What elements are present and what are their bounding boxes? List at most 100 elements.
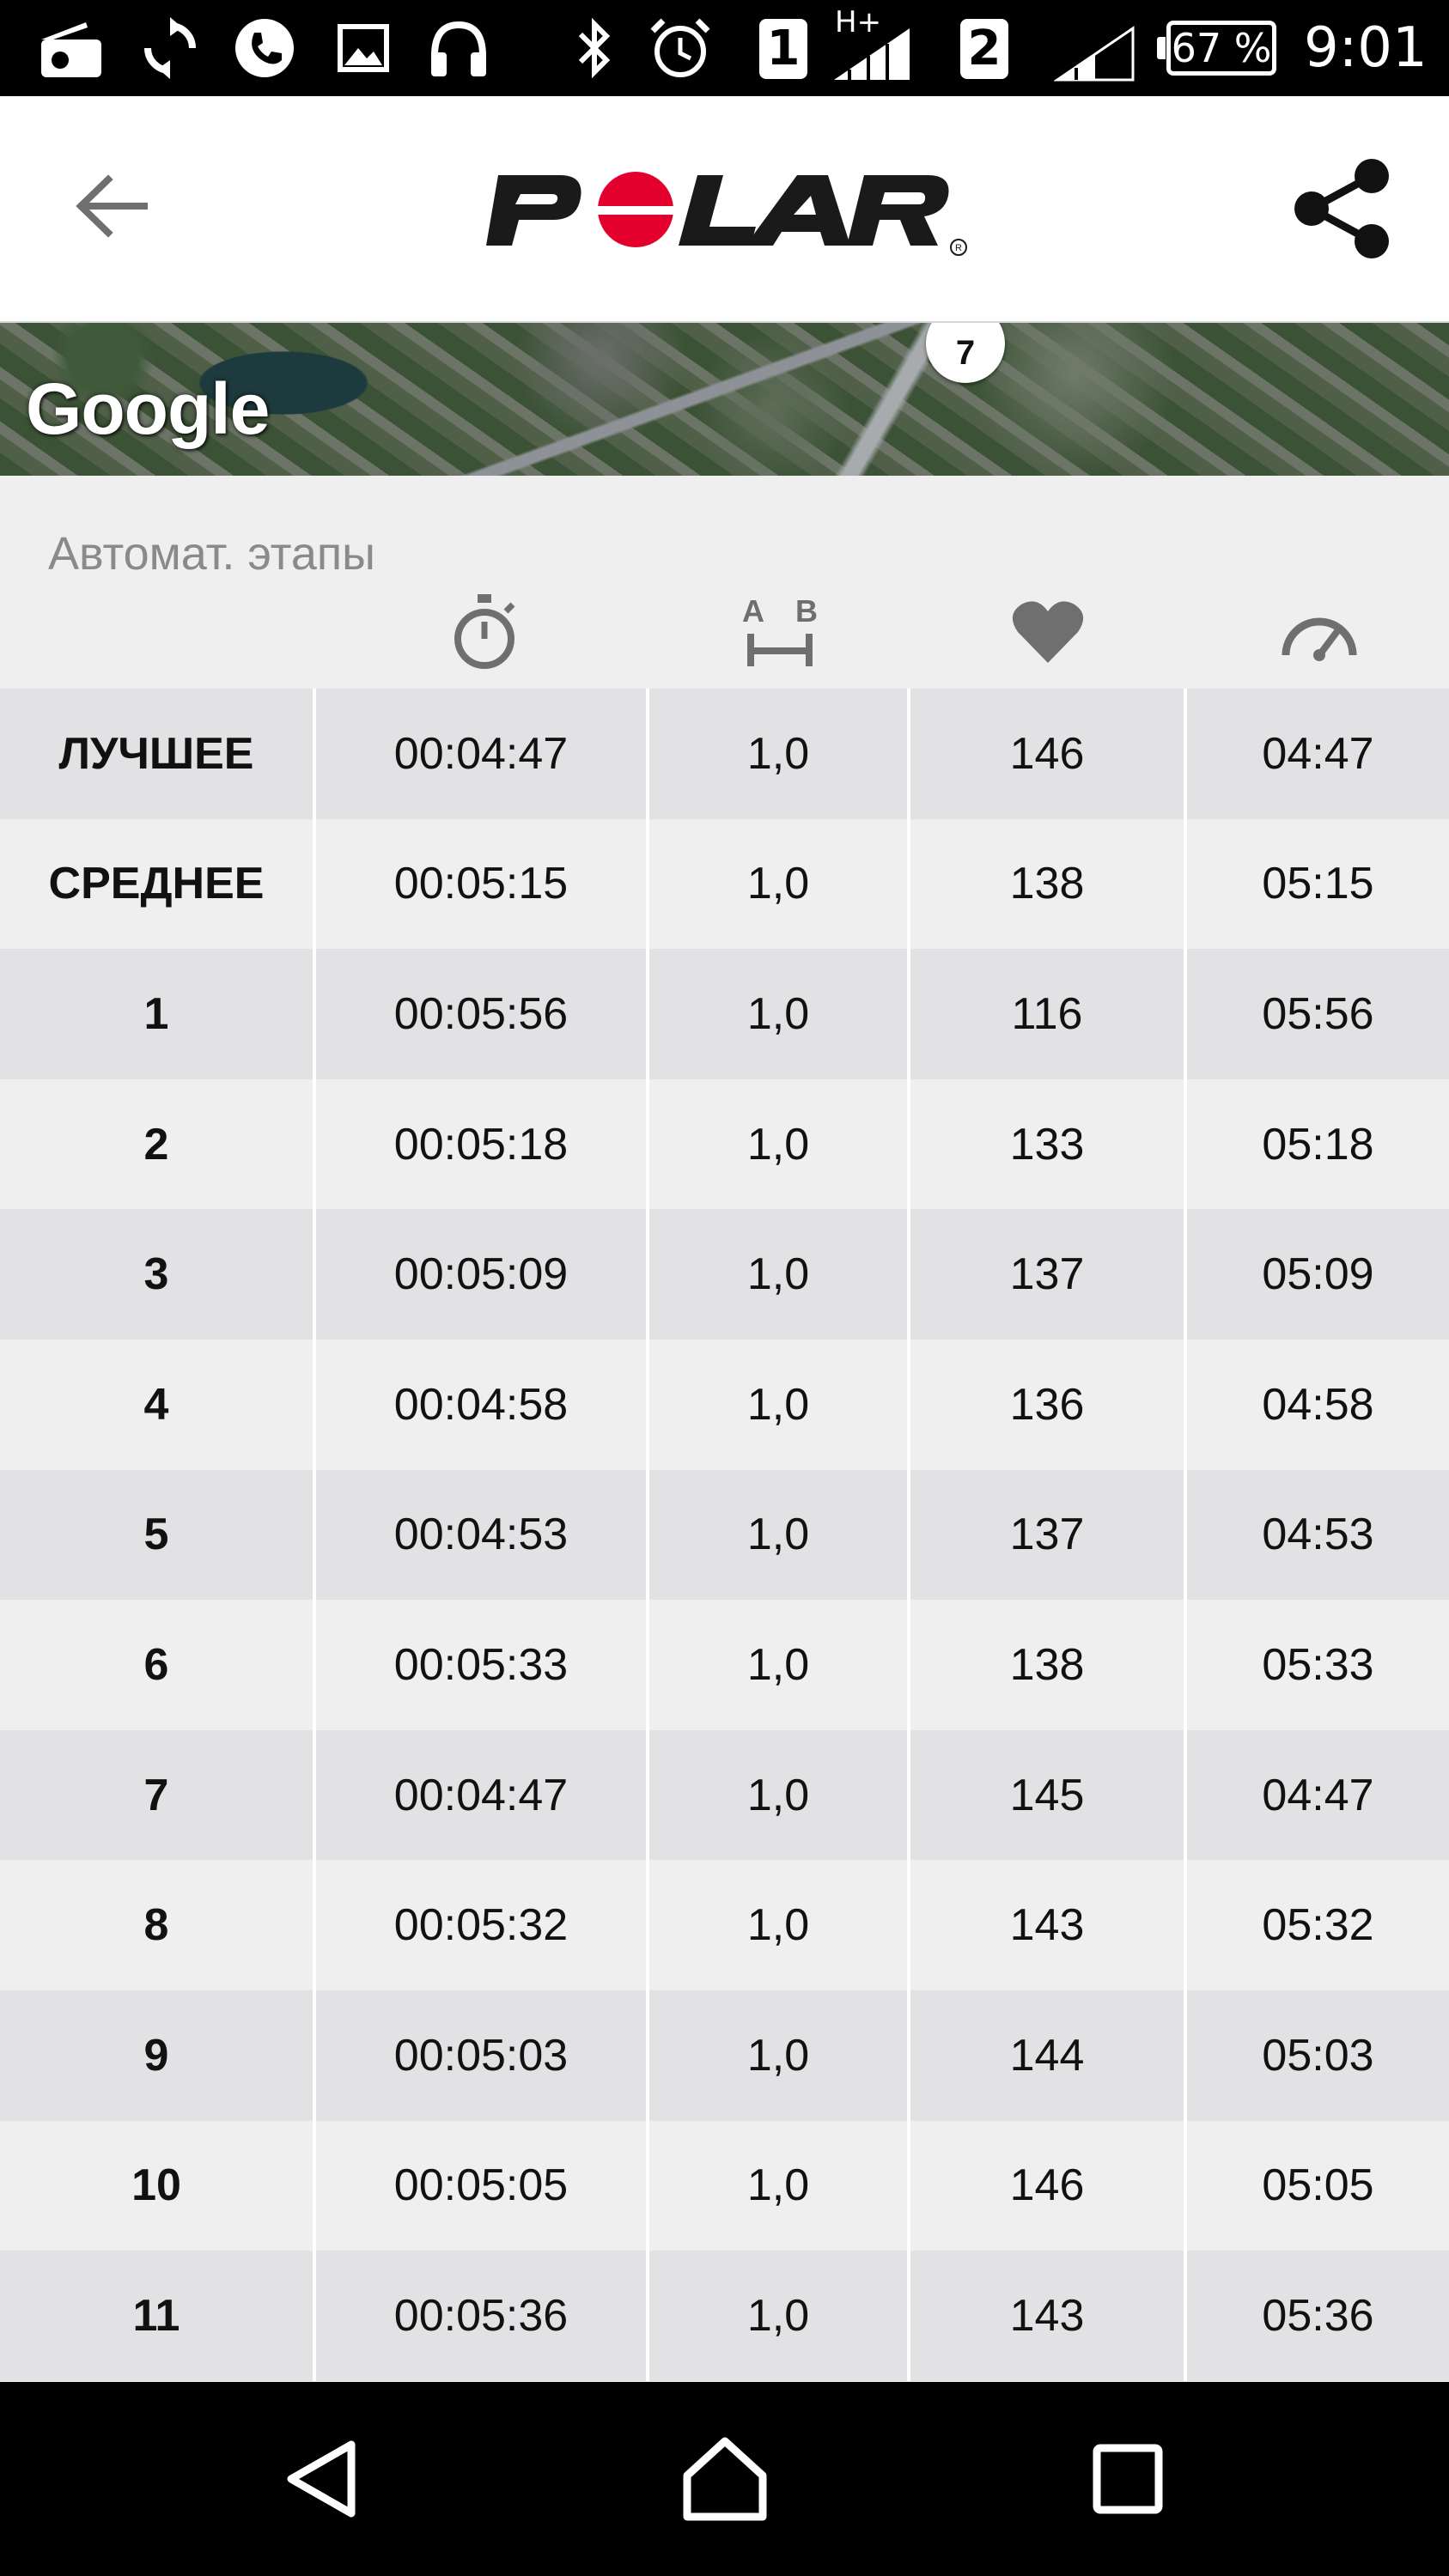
nav-back-icon [279,2436,365,2526]
lap-label: 7 [0,1729,316,1861]
table-row[interactable]: СРЕДНЕЕ 00:05:15 1,0 138 05:15 [0,818,1449,950]
lap-pace: 05:33 [1262,1639,1374,1690]
sim2-badge: 2 [960,19,1008,79]
table-row[interactable]: 1 00:05:56 1,0 116 05:56 [0,949,1449,1079]
lap-time: 00:05:33 [316,1600,649,1730]
heart-icon [1010,589,1086,675]
lap-time: 00:05:18 [316,1078,649,1210]
lap-distance: 1,0 [649,1339,910,1470]
lap-label: СРЕДНЕЕ [0,818,316,950]
lap-distance: 1,0 [649,1860,910,1990]
radio-icon [36,17,105,79]
lap-pace: 05:18 [1262,1119,1374,1170]
nav-recents-button[interactable] [1072,2425,1184,2537]
alarm-icon [648,17,713,79]
lap-heart-rate: 145 [910,1729,1187,1861]
lap-pace: 04:47 [1262,728,1374,779]
route-map[interactable]: Google 7 [0,323,1449,476]
lap-marker[interactable]: 7 [926,323,1005,383]
lap-heart-rate: 138 [910,818,1187,950]
lap-time: 00:05:32 [316,1860,649,1990]
lap-distance: 1,0 [649,1600,910,1730]
lap-pace: 05:05 [1262,2160,1374,2211]
lap-time: 00:05:03 [316,1990,649,2121]
table-row[interactable]: 7 00:04:47 1,0 145 04:47 [0,1729,1449,1861]
table-row[interactable]: 4 00:04:58 1,0 136 04:58 [0,1339,1449,1470]
lap-distance: 1,0 [649,949,910,1079]
lap-label: 6 [0,1600,316,1730]
polar-logo: R [481,165,971,259]
navigation-bar [0,2382,1449,2576]
lap-heart-rate: 146 [910,2120,1187,2251]
table-row[interactable]: 11 00:05:36 1,0 143 05:36 [0,2251,1449,2381]
table-row[interactable]: 2 00:05:18 1,0 133 05:18 [0,1078,1449,1210]
table-row[interactable]: ЛУЧШЕЕ 00:04:47 1,0 146 04:47 [0,689,1449,819]
lap-heart-rate: 133 [910,1078,1187,1210]
nav-home-button[interactable] [669,2425,781,2537]
lap-heart-rate: 116 [910,949,1187,1079]
lap-heart-rate: 144 [910,1990,1187,2121]
lap-label: 8 [0,1860,316,1990]
lap-heart-rate: 137 [910,1469,1187,1601]
share-button[interactable] [1288,155,1400,266]
lap-time: 00:05:05 [316,2120,649,2251]
arrow-back-icon [76,173,148,242]
speedometer-icon [1278,589,1361,675]
lap-pace: 05:36 [1262,2290,1374,2341]
lap-distance: 1,0 [649,818,910,950]
sim1-badge: 1 [759,19,807,79]
lap-pace: 04:58 [1262,1379,1374,1430]
lap-heart-rate: 137 [910,1209,1187,1340]
lap-time: 00:04:47 [316,1729,649,1861]
lap-heart-rate: 143 [910,2251,1187,2381]
signal-icon [830,22,914,84]
phone-icon [234,17,295,79]
bluetooth-icon [574,17,615,79]
network-type: H+ [835,5,882,39]
nav-home-icon [680,2434,770,2528]
lap-distance: 1,0 [649,1469,910,1601]
lap-time: 00:05:36 [316,2251,649,2381]
lap-distance: 1,0 [649,2251,910,2381]
lap-time: 00:04:53 [316,1469,649,1601]
lap-heart-rate: 143 [910,1860,1187,1990]
back-button[interactable] [60,165,163,251]
share-icon [1293,157,1396,264]
lap-label: 11 [0,2251,316,2381]
image-icon [335,17,392,79]
table-row[interactable]: 8 00:05:32 1,0 143 05:32 [0,1860,1449,1990]
lap-label: 1 [0,949,316,1079]
lap-time: 00:04:58 [316,1339,649,1470]
battery-indicator: 67 % [1157,21,1276,76]
lap-heart-rate: 136 [910,1339,1187,1470]
signal-icon [1053,22,1137,84]
table-row[interactable]: 3 00:05:09 1,0 137 05:09 [0,1209,1449,1340]
table-row[interactable]: 6 00:05:33 1,0 138 05:33 [0,1600,1449,1730]
lap-pace: 05:56 [1262,988,1374,1039]
lap-label: 4 [0,1339,316,1470]
lap-distance: 1,0 [649,1209,910,1340]
section-title: Автомат. этапы [48,528,375,580]
lap-pace: 05:09 [1262,1249,1374,1300]
lap-distance: 1,0 [649,689,910,819]
lap-distance: 1,0 [649,1990,910,2121]
svg-text:A: A [742,593,764,629]
lap-label: 9 [0,1990,316,2121]
lap-label: 3 [0,1209,316,1340]
table-row[interactable]: 10 00:05:05 1,0 146 05:05 [0,2120,1449,2251]
sync-icon [139,17,201,79]
lap-time: 00:05:15 [316,818,649,950]
table-row[interactable]: 5 00:04:53 1,0 137 04:53 [0,1469,1449,1601]
svg-text:R: R [955,243,962,253]
nav-back-button[interactable] [266,2425,378,2537]
lap-distance: 1,0 [649,2120,910,2251]
table-row[interactable]: 9 00:05:03 1,0 144 05:03 [0,1990,1449,2121]
lap-pace: 05:32 [1262,1900,1374,1951]
google-attribution: Google [26,368,270,449]
lap-pace: 04:47 [1262,1770,1374,1820]
lap-distance: 1,0 [649,1729,910,1861]
nav-recents-icon [1092,2443,1164,2519]
status-bar: 1 H+ 2 67 % 9:01 [0,0,1449,96]
